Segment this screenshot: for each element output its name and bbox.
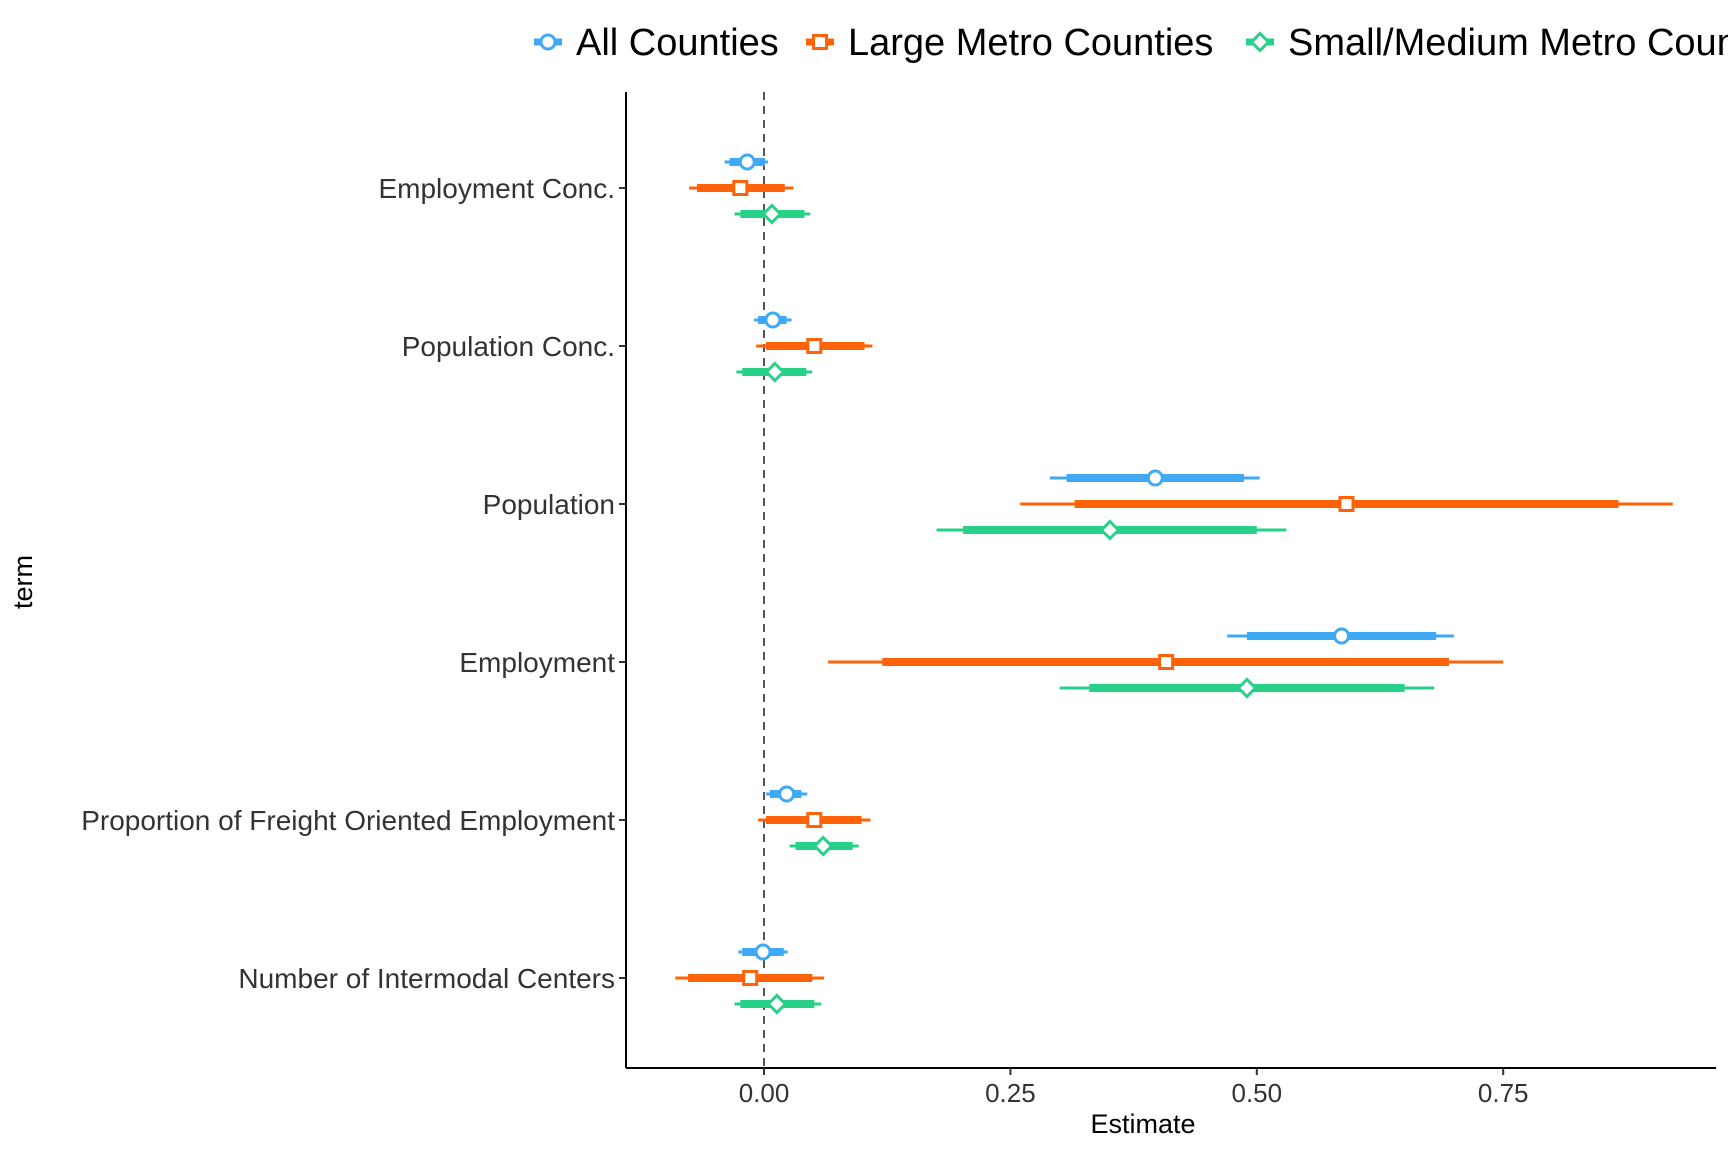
y-tick-label: Population (483, 489, 615, 520)
plot-area: Employment Conc. Population Conc. Populati… (81, 92, 1716, 1108)
point-estimate (738, 153, 756, 171)
x-tick-label: 0.50 (1231, 1078, 1282, 1108)
x-axis-ticks: 0.00 0.25 0.50 0.75 (739, 1068, 1529, 1108)
x-axis-title: Estimate (1090, 1109, 1195, 1139)
y-tick-label: Population Conc. (402, 331, 615, 362)
point-estimate (761, 203, 783, 225)
series-diamond (734, 203, 1435, 1015)
y-tick-label: Employment (459, 647, 615, 678)
point-estimate (1333, 627, 1351, 645)
legend-item: All Counties (534, 22, 779, 64)
legend: All Counties Large Metro Counties Small/Me… (534, 22, 1728, 64)
legend-key-marker (539, 33, 557, 51)
series-circle (724, 153, 1454, 961)
point-estimate (1146, 469, 1164, 487)
point-estimate (1236, 677, 1258, 699)
legend-key-marker (812, 34, 828, 50)
point-estimate (778, 785, 796, 803)
y-tick-label: Number of Intermodal Centers (238, 963, 615, 994)
x-tick-label: 0.25 (985, 1078, 1036, 1108)
legend-item: Small/Medium Metro Counties (1246, 22, 1728, 64)
series-square (675, 180, 1673, 986)
point-estimate (1338, 496, 1355, 512)
y-axis-title: term (8, 555, 38, 609)
legend-label: Small/Medium Metro Counties (1288, 22, 1728, 64)
x-tick-label: 0.00 (739, 1078, 790, 1108)
legend-item: Large Metro Counties (806, 22, 1213, 64)
point-estimate (742, 970, 759, 986)
point-estimate (732, 180, 749, 196)
point-estimate (764, 311, 782, 329)
x-tick-label: 0.75 (1478, 1078, 1529, 1108)
legend-label: Large Metro Counties (848, 22, 1213, 64)
point-estimate (812, 835, 834, 857)
y-tick-label: Employment Conc. (378, 173, 615, 204)
y-tick-label: Proportion of Freight Oriented Employmen… (81, 805, 615, 836)
legend-key-marker (1249, 31, 1271, 53)
point-estimate (766, 993, 788, 1015)
point-estimate (1158, 654, 1175, 670)
estimate-marks (675, 153, 1673, 1015)
point-estimate (764, 361, 786, 383)
point-estimate (806, 812, 823, 828)
point-estimate (1099, 519, 1121, 541)
point-estimate (806, 338, 823, 354)
y-axis-ticks: Employment Conc. Population Conc. Populati… (81, 173, 626, 994)
point-estimate (754, 943, 772, 961)
legend-label: All Counties (576, 22, 779, 64)
